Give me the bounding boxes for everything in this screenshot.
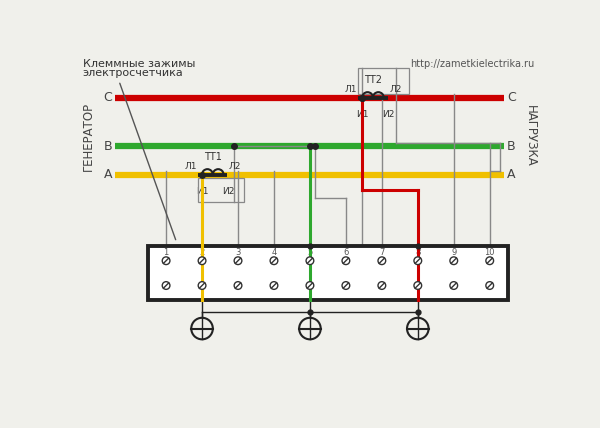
Text: http://zametkielectrika.ru: http://zametkielectrika.ru <box>410 59 535 69</box>
Circle shape <box>270 282 278 289</box>
Circle shape <box>342 282 350 289</box>
Text: НАГРУЗКА: НАГРУЗКА <box>524 105 538 167</box>
Circle shape <box>486 282 494 289</box>
Text: ГЕНЕРАТОР: ГЕНЕРАТОР <box>82 101 95 171</box>
Text: 2: 2 <box>199 249 205 258</box>
Text: Л2: Л2 <box>389 85 401 94</box>
Text: ТТ1: ТТ1 <box>204 152 222 162</box>
Text: C: C <box>103 91 112 104</box>
Circle shape <box>378 257 386 265</box>
Text: Л1: Л1 <box>344 85 357 94</box>
Circle shape <box>162 257 170 265</box>
Circle shape <box>342 257 350 265</box>
Text: ТТ2: ТТ2 <box>364 75 382 85</box>
Circle shape <box>450 257 458 265</box>
Text: B: B <box>507 140 515 152</box>
Circle shape <box>198 282 206 289</box>
Text: И1: И1 <box>356 110 368 119</box>
Text: И2: И2 <box>382 110 395 119</box>
Text: И2: И2 <box>222 187 235 196</box>
Circle shape <box>486 257 494 265</box>
Circle shape <box>378 282 386 289</box>
Text: 5: 5 <box>307 249 313 258</box>
Text: B: B <box>103 140 112 152</box>
Circle shape <box>234 257 242 265</box>
Circle shape <box>306 282 314 289</box>
Circle shape <box>414 257 422 265</box>
Text: электросчетчика: электросчетчика <box>83 68 184 77</box>
Text: 6: 6 <box>343 249 349 258</box>
Circle shape <box>162 282 170 289</box>
Text: 7: 7 <box>379 249 385 258</box>
Text: A: A <box>103 168 112 181</box>
Circle shape <box>450 282 458 289</box>
Circle shape <box>198 257 206 265</box>
Text: 1: 1 <box>163 249 169 258</box>
Text: 9: 9 <box>451 249 457 258</box>
Text: Л1: Л1 <box>184 162 197 171</box>
Circle shape <box>414 282 422 289</box>
Circle shape <box>306 257 314 265</box>
Bar <box>148 246 508 300</box>
Circle shape <box>270 257 278 265</box>
Bar <box>358 68 409 94</box>
Text: 8: 8 <box>415 249 421 258</box>
Text: C: C <box>507 91 515 104</box>
Text: 3: 3 <box>235 249 241 258</box>
Text: И1: И1 <box>196 187 208 196</box>
Text: Л2: Л2 <box>229 162 241 171</box>
Text: 4: 4 <box>271 249 277 258</box>
Bar <box>198 178 244 202</box>
Text: A: A <box>507 168 515 181</box>
Text: 10: 10 <box>484 249 495 258</box>
Circle shape <box>234 282 242 289</box>
Text: Клеммные зажимы: Клеммные зажимы <box>83 59 195 69</box>
